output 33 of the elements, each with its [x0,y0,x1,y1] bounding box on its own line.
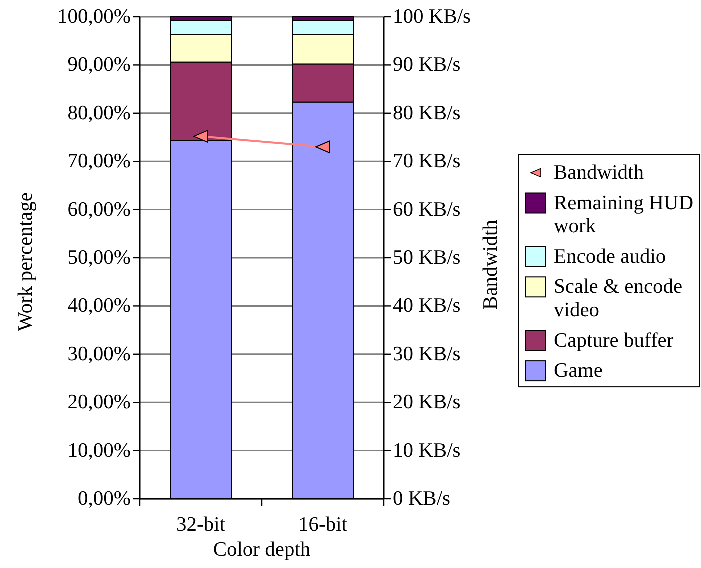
y2-tick-label: 50 KB/s [393,247,461,269]
y2-tick-label: 30 KB/s [393,343,461,366]
y-tick-label: 0,00% [78,488,131,510]
x-axis-title: Color depth [213,539,311,561]
legend-label: Game [554,360,603,382]
y2-tick-label: 40 KB/s [393,295,461,318]
y2-tick-label: 90 KB/s [393,54,461,76]
y-tick-label: 10,00% [68,440,131,462]
y-tick-label: 30,00% [68,343,131,366]
y2-tick-label: 0 KB/s [393,488,451,510]
y2-tick-label: 10 KB/s [393,440,461,462]
legend-label: Bandwidth [554,162,644,184]
x-tick-label: 32-bit [176,514,226,536]
y2-axis-title: Bandwidth [480,220,502,310]
y-axis-title: Work percentage [15,192,37,332]
y2-tick-label: 80 KB/s [393,102,461,124]
y-tick-label: 50,00% [68,247,131,269]
y-tick-label: 90,00% [68,54,131,76]
legend-label: Capture buffer [554,330,674,352]
legend-label: Remaining HUD work [554,192,694,238]
y2-tick-label: 100 KB/s [393,6,472,28]
y2-tick-label: 20 KB/s [393,392,461,414]
legend-label: Scale & encode video [554,276,683,322]
y-tick-label: 100,00% [58,6,131,28]
x-tick-label: 16-bit [298,514,348,536]
legend-label: Encode audio [554,246,666,268]
y-tick-label: 80,00% [68,102,131,124]
y-tick-label: 60,00% [68,198,131,221]
y2-tick-label: 60 KB/s [393,198,461,221]
y-tick-label: 70,00% [68,150,131,173]
y-tick-label: 40,00% [68,295,131,318]
y2-tick-label: 70 KB/s [393,150,461,173]
y-tick-label: 20,00% [68,392,131,414]
